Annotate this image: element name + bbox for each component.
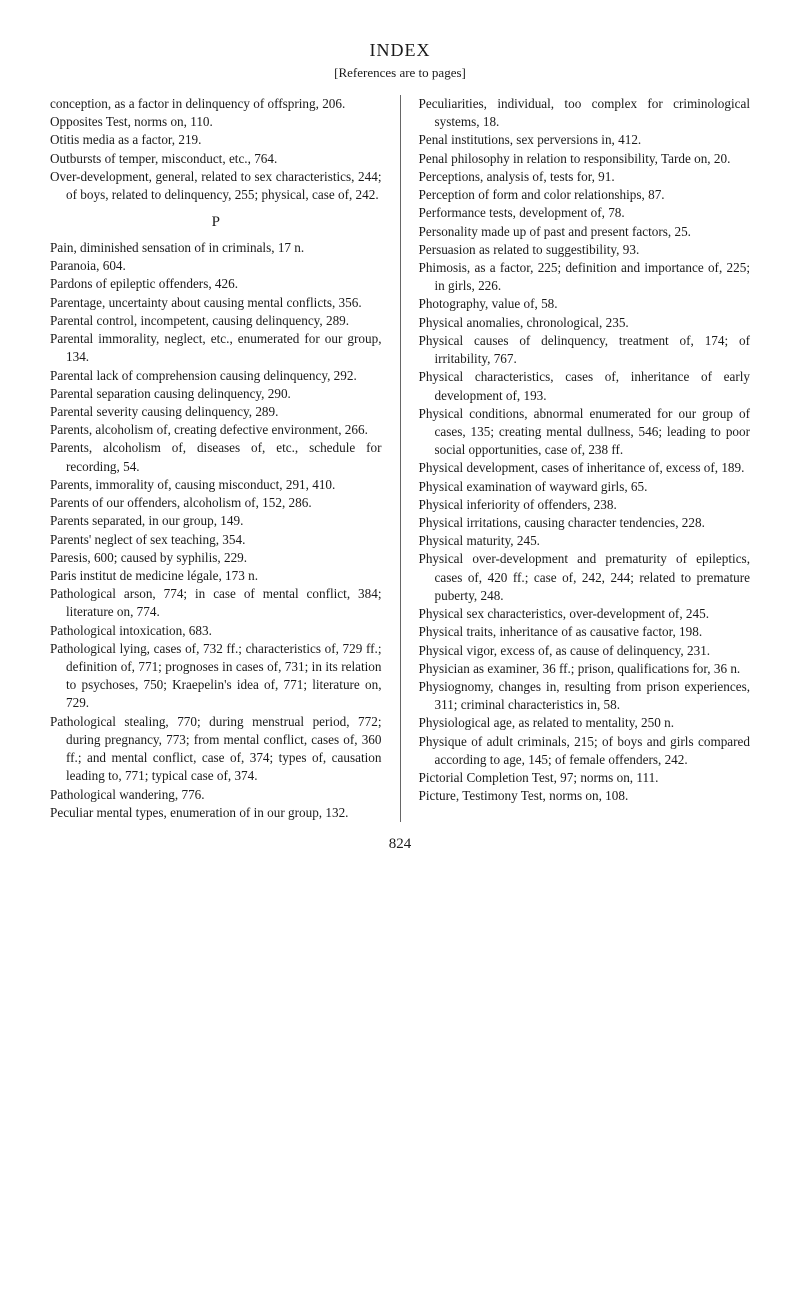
page-number: 824 — [50, 836, 750, 853]
index-entry: Physiognomy, changes in, resulting from … — [419, 678, 751, 714]
index-entry: Picture, Testimony Test, norms on, 108. — [419, 787, 751, 805]
columns-container: conception, as a factor in delinquency o… — [50, 95, 750, 822]
page-subtitle: [References are to pages] — [50, 65, 750, 81]
index-entry: Paris institut de medicine légale, 173 n… — [50, 567, 382, 585]
index-entry: Phimosis, as a factor, 225; definition a… — [419, 259, 751, 295]
index-entry: Pardons of epileptic offenders, 426. — [50, 275, 382, 293]
section-letter: P — [50, 212, 382, 233]
index-entry: Parental separation causing delinquency,… — [50, 385, 382, 403]
index-entry: Parents' neglect of sex teaching, 354. — [50, 531, 382, 549]
index-entry: Pictorial Completion Test, 97; norms on,… — [419, 769, 751, 787]
index-entry: Physiological age, as related to mentali… — [419, 714, 751, 732]
right-column: Peculiarities, individual, too complex f… — [419, 95, 751, 822]
index-entry: Penal philosophy in relation to responsi… — [419, 150, 751, 168]
index-entry: Paranoia, 604. — [50, 257, 382, 275]
index-entry: Physician as examiner, 36 ff.; prison, q… — [419, 660, 751, 678]
index-entry: Physical conditions, abnormal enumerated… — [419, 405, 751, 460]
index-entry: Physical traits, inheritance of as causa… — [419, 623, 751, 641]
index-entry: Physical characteristics, cases of, inhe… — [419, 368, 751, 404]
index-entry: Physical over-development and prematurit… — [419, 550, 751, 605]
index-entry: Parentage, uncertainty about causing men… — [50, 294, 382, 312]
index-entry: Parental lack of comprehension causing d… — [50, 367, 382, 385]
index-entry: Pathological stealing, 770; during menst… — [50, 713, 382, 786]
index-page: INDEX [References are to pages] concepti… — [0, 0, 800, 883]
index-entry: Physical causes of delinquency, treatmen… — [419, 332, 751, 368]
index-entry: conception, as a factor in delinquency o… — [50, 95, 382, 113]
index-entry: Opposites Test, norms on, 110. — [50, 113, 382, 131]
index-entry: Physical inferiority of offenders, 238. — [419, 496, 751, 514]
index-entry: Performance tests, development of, 78. — [419, 204, 751, 222]
index-entry: Parents of our offenders, alcoholism of,… — [50, 494, 382, 512]
index-entry: Paresis, 600; caused by syphilis, 229. — [50, 549, 382, 567]
index-entry: Perception of form and color relationshi… — [419, 186, 751, 204]
index-entry: Physical examination of wayward girls, 6… — [419, 478, 751, 496]
index-entry: Perceptions, analysis of, tests for, 91. — [419, 168, 751, 186]
index-entry: Parents, immorality of, causing miscondu… — [50, 476, 382, 494]
index-entry: Physical development, cases of inheritan… — [419, 459, 751, 477]
index-entry: Pathological wandering, 776. — [50, 786, 382, 804]
index-entry: Pain, diminished sensation of in crimina… — [50, 239, 382, 257]
index-entry: Parental control, incompetent, causing d… — [50, 312, 382, 330]
index-entry: Otitis media as a factor, 219. — [50, 131, 382, 149]
index-entry: Physique of adult criminals, 215; of boy… — [419, 733, 751, 769]
index-entry: Outbursts of temper, misconduct, etc., 7… — [50, 150, 382, 168]
index-entry: Parental immorality, neglect, etc., enum… — [50, 330, 382, 366]
index-entry: Photography, value of, 58. — [419, 295, 751, 313]
index-entry: Parental severity causing delinquency, 2… — [50, 403, 382, 421]
index-entry: Peculiarities, individual, too complex f… — [419, 95, 751, 131]
index-entry: Pathological lying, cases of, 732 ff.; c… — [50, 640, 382, 713]
index-entry: Parents separated, in our group, 149. — [50, 512, 382, 530]
left-column: conception, as a factor in delinquency o… — [50, 95, 382, 822]
index-entry: Pathological intoxication, 683. — [50, 622, 382, 640]
index-entry: Pathological arson, 774; in case of ment… — [50, 585, 382, 621]
index-entry: Parents, alcoholism of, diseases of, etc… — [50, 439, 382, 475]
index-entry: Penal institutions, sex perversions in, … — [419, 131, 751, 149]
index-entry: Physical anomalies, chronological, 235. — [419, 314, 751, 332]
index-entry: Peculiar mental types, enumeration of in… — [50, 804, 382, 822]
index-entry: Personality made up of past and present … — [419, 223, 751, 241]
index-entry: Physical irritations, causing character … — [419, 514, 751, 532]
index-entry: Physical vigor, excess of, as cause of d… — [419, 642, 751, 660]
index-entry: Parents, alcoholism of, creating defecti… — [50, 421, 382, 439]
page-title: INDEX — [50, 40, 750, 61]
index-entry: Persuasion as related to suggestibility,… — [419, 241, 751, 259]
column-separator — [400, 95, 401, 822]
index-entry: Over-development, general, related to se… — [50, 168, 382, 204]
index-entry: Physical maturity, 245. — [419, 532, 751, 550]
index-entry: Physical sex characteristics, over-devel… — [419, 605, 751, 623]
